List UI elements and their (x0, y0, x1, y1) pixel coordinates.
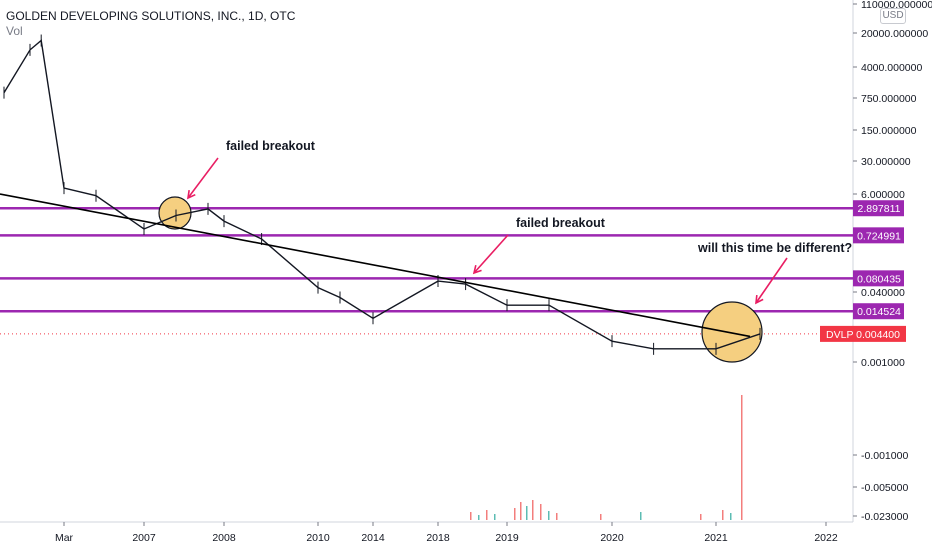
x-tick-label: 2007 (132, 532, 156, 544)
price-level-value: 0.014524 (857, 306, 901, 318)
y-tick-label: 110000.000000 (861, 0, 932, 11)
annotation-arrow-head (186, 189, 196, 200)
y-tick-label: 0.001000 (861, 357, 905, 369)
y-tick-label: 30.000000 (861, 156, 911, 168)
y-tick-label: -0.001000 (861, 450, 908, 462)
volume-bar (478, 515, 480, 520)
x-tick-label: 2008 (212, 532, 236, 544)
annotation-arrow (187, 157, 219, 199)
price-level-value: 0.080435 (857, 273, 901, 285)
annotation-text: failed breakout (226, 139, 316, 153)
volume-bar (494, 514, 496, 520)
x-tick-label: Mar (55, 532, 74, 544)
target-circle (701, 301, 763, 363)
volume-bar (540, 504, 542, 520)
volume-bar (514, 508, 516, 520)
price-series-line (3, 39, 761, 350)
price-level-badge (853, 200, 904, 217)
x-tick-label: 2019 (495, 532, 519, 544)
y-tick-label: 150.000000 (861, 125, 917, 137)
volume-bar (600, 514, 602, 520)
currency-button[interactable]: USD (880, 8, 906, 24)
annotation-text: failed breakout (516, 216, 606, 230)
volume-bar (722, 510, 724, 520)
y-tick-label: 6.000000 (861, 189, 905, 201)
y-tick-label: -0.005000 (861, 482, 908, 494)
volume-bar (730, 513, 732, 520)
price-level-value: 0.724991 (857, 230, 901, 242)
volume-bar (526, 506, 528, 520)
annotation-arrow (755, 257, 788, 304)
volume-bar (532, 500, 534, 520)
annotation-arrow-head (472, 265, 482, 275)
price-level-value: 2.897811 (857, 203, 900, 215)
y-tick-label: 4000.000000 (861, 62, 922, 74)
x-tick-label: 2010 (306, 532, 330, 544)
volume-bar (700, 514, 702, 520)
volume-label: Vol (6, 24, 23, 38)
volume-bar (548, 511, 550, 520)
annotation-text: will this time be different? (697, 241, 852, 255)
annotation-arrow (473, 234, 509, 274)
price-level-badge (853, 303, 904, 320)
y-tick-label: -0.023000 (861, 511, 908, 523)
volume-bar (741, 395, 743, 520)
annotation-arrow-head (755, 294, 764, 305)
price-level-badge (853, 270, 904, 287)
y-tick-label: 750.000000 (861, 93, 917, 105)
volume-bar (520, 502, 522, 520)
volume-bar (556, 513, 558, 520)
current-price-badge (820, 325, 906, 342)
y-tick-label: 20000.000000 (861, 28, 928, 40)
volume-bar (470, 512, 472, 520)
price-level-badge (853, 227, 904, 244)
y-tick-label: 0.040000 (861, 287, 905, 299)
symbol-title: GOLDEN DEVELOPING SOLUTIONS, INC., 1D, O… (6, 9, 296, 23)
current-price-label: DVLP 0.004400 (826, 329, 900, 341)
volume-bar (486, 510, 488, 520)
x-tick-label: 2021 (704, 532, 728, 544)
x-tick-label: 2014 (361, 532, 385, 544)
x-tick-label: 2022 (814, 532, 838, 544)
x-tick-label: 2018 (426, 532, 450, 544)
descending-trendline (0, 193, 751, 338)
x-tick-label: 2020 (600, 532, 624, 544)
volume-bar (640, 512, 642, 520)
